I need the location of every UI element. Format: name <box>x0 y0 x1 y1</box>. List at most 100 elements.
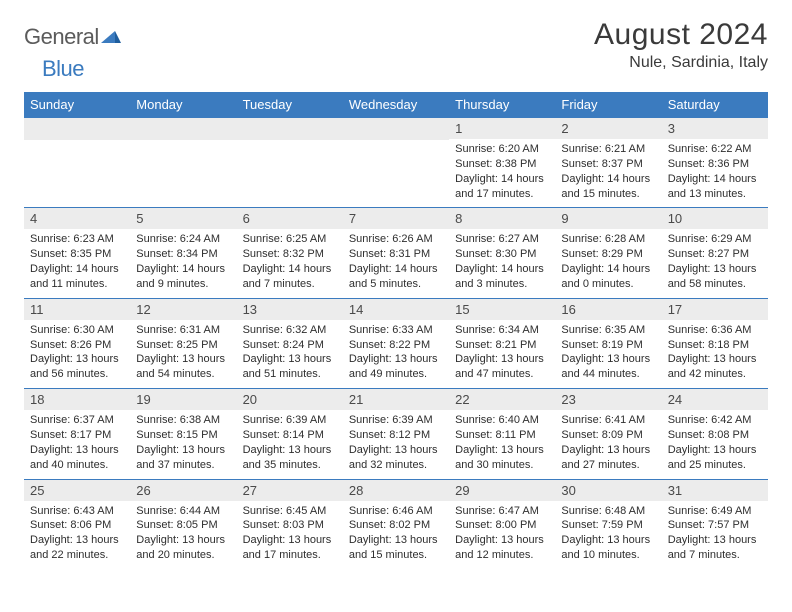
daylight-line: Daylight: 14 hoursand 5 minutes. <box>349 263 438 290</box>
day-data: Sunrise: 6:44 AMSunset: 8:05 PMDaylight:… <box>130 501 236 569</box>
day-number: 15 <box>449 299 555 320</box>
sunrise-line: Sunrise: 6:28 AM <box>561 233 645 245</box>
sunrise-line: Sunrise: 6:31 AM <box>136 324 220 336</box>
sunset-line: Sunset: 8:17 PM <box>30 429 111 441</box>
logo-mark-icon <box>101 28 121 46</box>
calendar-cell: 12Sunrise: 6:31 AMSunset: 8:25 PMDayligh… <box>130 298 236 388</box>
weekday-header: Thursday <box>449 92 555 118</box>
day-data: Sunrise: 6:35 AMSunset: 8:19 PMDaylight:… <box>555 320 661 388</box>
sunset-line: Sunset: 8:22 PM <box>349 339 430 351</box>
sunrise-line: Sunrise: 6:44 AM <box>136 505 220 517</box>
day-number: 27 <box>237 480 343 501</box>
daylight-line: Daylight: 14 hoursand 9 minutes. <box>136 263 225 290</box>
calendar-cell <box>24 118 130 208</box>
daylight-line: Daylight: 13 hoursand 15 minutes. <box>349 534 438 561</box>
day-number: 9 <box>555 208 661 229</box>
day-number: 17 <box>662 299 768 320</box>
daylight-line: Daylight: 13 hoursand 42 minutes. <box>668 353 757 380</box>
calendar-cell: 27Sunrise: 6:45 AMSunset: 8:03 PMDayligh… <box>237 479 343 569</box>
sunrise-line: Sunrise: 6:23 AM <box>30 233 114 245</box>
calendar-cell: 31Sunrise: 6:49 AMSunset: 7:57 PMDayligh… <box>662 479 768 569</box>
sunrise-line: Sunrise: 6:27 AM <box>455 233 539 245</box>
day-number: 5 <box>130 208 236 229</box>
day-data: Sunrise: 6:27 AMSunset: 8:30 PMDaylight:… <box>449 229 555 297</box>
calendar-week-row: 4 Sunrise: 6:23 AM Sunset: 8:35 PM Daylight… <box>24 208 768 298</box>
daylight-line: Daylight: 13 hoursand 7 minutes. <box>668 534 757 561</box>
sunrise-line: Sunrise: 6:29 AM <box>668 233 752 245</box>
calendar-cell: 3Sunrise: 6:22 AMSunset: 8:36 PMDaylight… <box>662 118 768 208</box>
calendar-cell: 7Sunrise: 6:26 AMSunset: 8:31 PMDaylight… <box>343 208 449 298</box>
day-number: 10 <box>662 208 768 229</box>
calendar-cell: 29Sunrise: 6:47 AMSunset: 8:00 PMDayligh… <box>449 479 555 569</box>
daylight-line: Daylight: 13 hoursand 51 minutes. <box>243 353 332 380</box>
daylight-line: Daylight: 13 hoursand 56 minutes. <box>30 353 119 380</box>
day-data: Sunrise: 6:37 AMSunset: 8:17 PMDaylight:… <box>24 410 130 478</box>
sunrise-line: Sunrise: 6:30 AM <box>30 324 114 336</box>
calendar-cell: 15Sunrise: 6:34 AMSunset: 8:21 PMDayligh… <box>449 298 555 388</box>
day-number: 2 <box>555 118 661 139</box>
day-data: Sunrise: 6:30 AMSunset: 8:26 PMDaylight:… <box>24 320 130 388</box>
day-data: Sunrise: 6:29 AMSunset: 8:27 PMDaylight:… <box>662 229 768 297</box>
daylight-line: Daylight: 13 hoursand 25 minutes. <box>668 444 757 471</box>
daylight-line: Daylight: 14 hoursand 7 minutes. <box>243 263 332 290</box>
sunset-line: Sunset: 8:34 PM <box>136 248 217 260</box>
weekday-header: Saturday <box>662 92 768 118</box>
calendar-table: SundayMondayTuesdayWednesdayThursdayFrid… <box>24 92 768 569</box>
day-number: 18 <box>24 389 130 410</box>
sunset-line: Sunset: 8:27 PM <box>668 248 749 260</box>
sunrise-line: Sunrise: 6:39 AM <box>243 414 327 426</box>
daylight-line: Daylight: 13 hoursand 49 minutes. <box>349 353 438 380</box>
daylight-line: Daylight: 14 hoursand 11 minutes. <box>30 263 119 290</box>
calendar-cell: 2Sunrise: 6:21 AMSunset: 8:37 PMDaylight… <box>555 118 661 208</box>
calendar-cell: 5 Sunrise: 6:24 AM Sunset: 8:34 PM Daylight… <box>130 208 236 298</box>
sunrise-line: Sunrise: 6:38 AM <box>136 414 220 426</box>
month-title: August 2024 <box>594 18 768 52</box>
sunrise-line: Sunrise: 6:24 AM <box>136 233 220 245</box>
sunset-line: Sunset: 8:24 PM <box>243 339 324 351</box>
calendar-cell: 24Sunrise: 6:42 AMSunset: 8:08 PMDayligh… <box>662 389 768 479</box>
day-data: Sunrise: 6:43 AMSunset: 8:06 PMDaylight:… <box>24 501 130 569</box>
sunset-line: Sunset: 8:31 PM <box>349 248 430 260</box>
calendar-week-row: 18Sunrise: 6:37 AMSunset: 8:17 PMDayligh… <box>24 389 768 479</box>
day-data: Sunrise: 6:47 AMSunset: 8:00 PMDaylight:… <box>449 501 555 569</box>
day-number: 14 <box>343 299 449 320</box>
sunset-line: Sunset: 8:19 PM <box>561 339 642 351</box>
day-number: 4 <box>24 208 130 229</box>
sunset-line: Sunset: 8:12 PM <box>349 429 430 441</box>
day-data: Sunrise: 6:25 AMSunset: 8:32 PMDaylight:… <box>237 229 343 297</box>
sunset-line: Sunset: 8:15 PM <box>136 429 217 441</box>
day-number: 23 <box>555 389 661 410</box>
calendar-cell: 11Sunrise: 6:30 AMSunset: 8:26 PMDayligh… <box>24 298 130 388</box>
calendar-cell: 18Sunrise: 6:37 AMSunset: 8:17 PMDayligh… <box>24 389 130 479</box>
day-data: Sunrise: 6:24 AM Sunset: 8:34 PM Daylight:… <box>130 229 236 297</box>
blank-daynum <box>237 118 343 140</box>
calendar-cell: 8Sunrise: 6:27 AMSunset: 8:30 PMDaylight… <box>449 208 555 298</box>
calendar-cell: 25Sunrise: 6:43 AMSunset: 8:06 PMDayligh… <box>24 479 130 569</box>
day-number: 28 <box>343 480 449 501</box>
day-number: 3 <box>662 118 768 139</box>
day-data: Sunrise: 6:21 AMSunset: 8:37 PMDaylight:… <box>555 139 661 207</box>
day-data: Sunrise: 6:33 AMSunset: 8:22 PMDaylight:… <box>343 320 449 388</box>
calendar-cell <box>237 118 343 208</box>
calendar-week-row: 11Sunrise: 6:30 AMSunset: 8:26 PMDayligh… <box>24 298 768 388</box>
sunrise-line: Sunrise: 6:42 AM <box>668 414 752 426</box>
day-data: Sunrise: 6:38 AMSunset: 8:15 PMDaylight:… <box>130 410 236 478</box>
sunset-line: Sunset: 8:02 PM <box>349 519 430 531</box>
daylight-line: Daylight: 14 hoursand 13 minutes. <box>668 173 757 200</box>
day-number: 19 <box>130 389 236 410</box>
sunrise-line: Sunrise: 6:39 AM <box>349 414 433 426</box>
day-number: 30 <box>555 480 661 501</box>
daylight-line: Daylight: 13 hoursand 35 minutes. <box>243 444 332 471</box>
logo-word-2: Blue <box>42 56 84 82</box>
sunset-line: Sunset: 8:25 PM <box>136 339 217 351</box>
sunset-line: Sunset: 8:30 PM <box>455 248 536 260</box>
calendar-cell: 6Sunrise: 6:25 AMSunset: 8:32 PMDaylight… <box>237 208 343 298</box>
sunset-line: Sunset: 8:21 PM <box>455 339 536 351</box>
calendar-cell: 13Sunrise: 6:32 AMSunset: 8:24 PMDayligh… <box>237 298 343 388</box>
sunrise-line: Sunrise: 6:41 AM <box>561 414 645 426</box>
day-data: Sunrise: 6:31 AMSunset: 8:25 PMDaylight:… <box>130 320 236 388</box>
blank-daynum <box>24 118 130 140</box>
sunset-line: Sunset: 8:35 PM <box>30 248 111 260</box>
sunrise-line: Sunrise: 6:43 AM <box>30 505 114 517</box>
calendar-cell: 19Sunrise: 6:38 AMSunset: 8:15 PMDayligh… <box>130 389 236 479</box>
